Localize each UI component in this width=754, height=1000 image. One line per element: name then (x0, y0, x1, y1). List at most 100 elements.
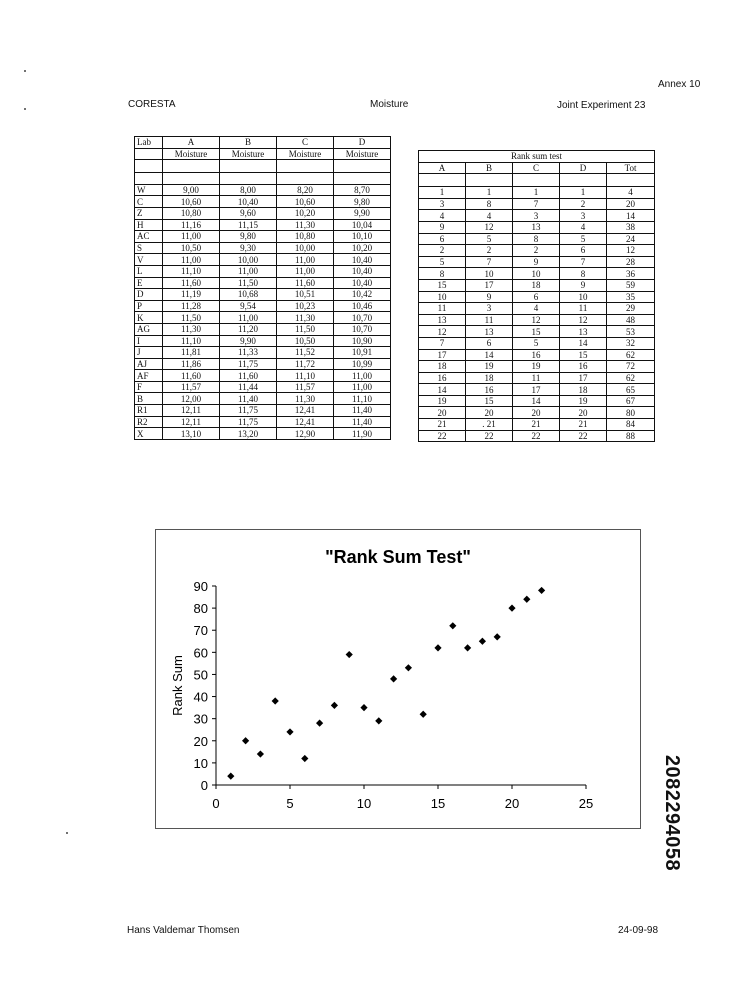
rank-total: 4 (605, 186, 656, 199)
column-header: A (418, 161, 466, 175)
table-row: 20 20 20 20 80 (418, 406, 656, 420)
experiment-title: Joint Experiment 23 (557, 100, 646, 111)
rank-value: 17 (465, 278, 513, 292)
rank-total: 65 (605, 383, 656, 396)
table-row: R2 12,11 11,75 12,41 11,40 (134, 415, 391, 429)
x-tick-label: 0 (212, 796, 219, 811)
moisture-value: 11,60 (162, 276, 220, 290)
rank-total: 88 (605, 429, 656, 443)
rank-value: 11 (418, 302, 466, 315)
x-tick-label: 10 (357, 796, 371, 811)
moisture-value: 9,80 (333, 195, 391, 208)
column-header: C (276, 136, 334, 149)
y-tick-label: 20 (194, 734, 208, 749)
moisture-value: 11,60 (219, 369, 277, 382)
rank-value: 6 (465, 336, 513, 350)
column-header: D (333, 136, 391, 149)
column-header: A (162, 136, 220, 149)
rank-value: 8 (512, 232, 560, 246)
rank-value: 1 (512, 186, 560, 199)
rank-value: 2 (465, 244, 513, 257)
table-row: R1 12,11 11,75 12,41 11,40 (134, 404, 391, 417)
rank-value: 22 (465, 429, 513, 443)
x-tick-label: 25 (579, 796, 593, 811)
rank-value: 13 (418, 313, 466, 327)
moisture-value: 11,60 (276, 276, 334, 290)
lab-code: I (134, 334, 163, 348)
rank-value: 4 (512, 302, 560, 315)
moisture-value: 11,72 (276, 357, 334, 371)
moisture-value: 9,90 (333, 206, 391, 220)
rank-total: 72 (605, 360, 656, 373)
blank-cell (134, 172, 163, 185)
moisture-value: 8,00 (219, 183, 277, 197)
annex-label: Annex 10 (658, 79, 701, 90)
lab-code: R2 (134, 415, 163, 429)
lab-code: F (134, 380, 163, 394)
table-row: H 11,16 11,15 11,30 10,04 (134, 218, 391, 232)
data-point (242, 737, 250, 745)
table-row: AG 11,30 11,20 11,50 10,70 (134, 322, 391, 336)
rank-value: 19 (559, 394, 607, 408)
moisture-value: 11,30 (162, 322, 220, 336)
rank-sum-scatter-chart: "Rank Sum Test"Rank Sum01020304050607080… (170, 547, 593, 811)
lab-code: J (134, 346, 163, 359)
moisture-value: 10,00 (219, 253, 277, 266)
moisture-value: 11,40 (333, 415, 391, 429)
table-row: S 10,50 9,30 10,00 10,20 (134, 241, 391, 255)
table-row: 10 9 6 10 35 (418, 290, 656, 304)
rank-total: 20 (605, 197, 656, 211)
table-row: 5 7 9 7 28 (418, 255, 656, 269)
moisture-value: 10,68 (219, 288, 277, 301)
y-tick-label: 0 (201, 778, 208, 793)
moisture-value: 11,00 (162, 253, 220, 266)
moisture-value: 11,28 (162, 299, 220, 313)
rank-value: 6 (512, 290, 560, 304)
rank-value: 11 (465, 313, 513, 327)
rank-value: 5 (512, 336, 560, 350)
rank-value: 4 (559, 220, 607, 234)
moisture-value: 11,52 (276, 346, 334, 359)
rank-value: 16 (559, 360, 607, 373)
data-point (538, 586, 546, 595)
lab-code: AJ (134, 357, 163, 371)
table-row: J 11,81 11,33 11,52 10,91 (134, 346, 391, 359)
table-row: X 13,10 13,20 12,90 11,90 (134, 427, 391, 440)
rank-total: 36 (605, 267, 656, 280)
rank-value: 7 (512, 197, 560, 211)
rank-value: 17 (559, 371, 607, 385)
data-point (478, 637, 486, 645)
data-point (404, 664, 412, 672)
rank-value: 5 (465, 232, 513, 246)
rank-value: 8 (418, 267, 466, 280)
rank-value: 7 (465, 255, 513, 269)
rank-value: 11 (559, 302, 607, 315)
rank-value: 17 (512, 383, 560, 396)
rank-value: 13 (559, 325, 607, 338)
data-point (493, 633, 501, 641)
moisture-value: 10,60 (276, 195, 334, 208)
rank-total: 28 (605, 255, 656, 269)
column-header: D (559, 161, 607, 175)
moisture-value: 9,90 (219, 334, 277, 348)
table-row: 8 10 10 8 36 (418, 267, 656, 280)
moisture-value: 11,19 (162, 288, 220, 301)
table-row: B 12,00 11,40 11,30 11,10 (134, 392, 391, 406)
document-date: 24-09-98 (618, 925, 659, 936)
rank-total: 14 (605, 209, 656, 222)
rank-value: 10 (559, 290, 607, 304)
data-point (419, 710, 427, 718)
moisture-value: 11,40 (333, 404, 391, 417)
blank-cell (559, 173, 607, 188)
table-row: F 11,57 11,44 11,57 11,00 (134, 380, 391, 394)
rank-value: 4 (465, 209, 513, 222)
moisture-value: 11,75 (219, 404, 277, 417)
blank-cell (276, 172, 334, 185)
moisture-subheader: Moisture (333, 147, 391, 161)
rank-sum-table: Rank sum test A B C D Tot 1 1 1 1 4 3 8 7 2 20 4 4 3 3 14 9 12… (417, 150, 656, 443)
table-row: 14 16 17 18 65 (418, 383, 656, 396)
moisture-value: 8,70 (333, 183, 391, 197)
table-row: 11 3 4 11 29 (418, 302, 656, 315)
rank-value: 19 (418, 394, 466, 408)
moisture-value: 9,54 (219, 299, 277, 313)
